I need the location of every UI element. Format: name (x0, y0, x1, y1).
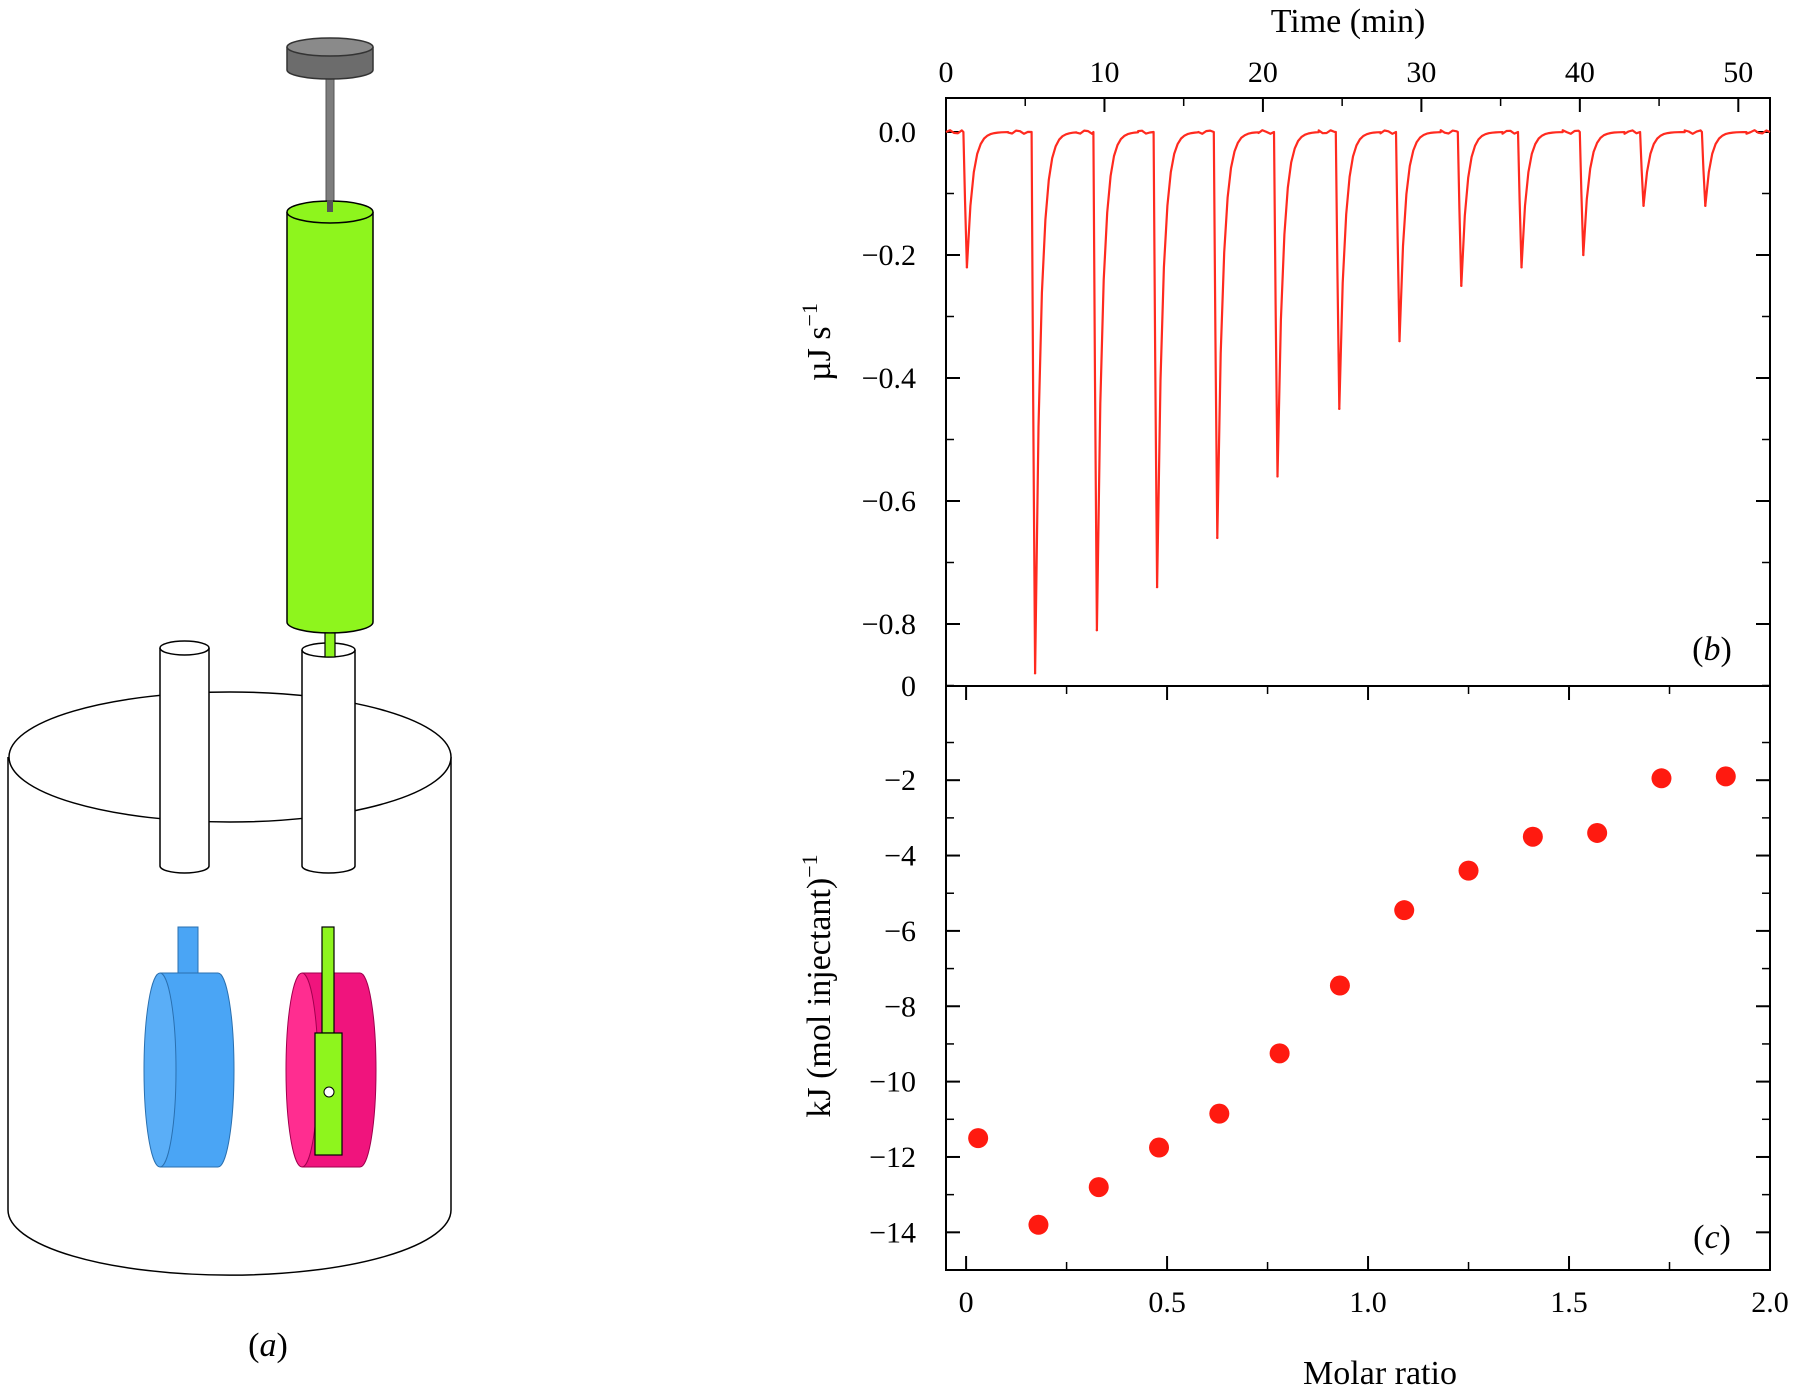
chart-c-ytick-label: −2 (884, 764, 916, 797)
chart-c-data-point (1149, 1137, 1170, 1158)
chart-c-data-point (1587, 822, 1608, 843)
plunger (286, 37, 374, 213)
chart-c-ytick-label: −10 (869, 1066, 916, 1099)
chart-c-xtick-label: 1.0 (1349, 1286, 1387, 1319)
panel-label-a: (a) (248, 1327, 288, 1364)
chart-b-ylabel: µJ s−1 (797, 303, 838, 381)
chart-c-frame (945, 685, 1771, 1271)
chart-b-series-trace (945, 129, 1771, 675)
chart-c-ytick-label: −8 (884, 990, 916, 1023)
chart-b-injection-peak (1095, 628, 1099, 632)
chart-b-ytick-label: −0.6 (862, 485, 916, 518)
apparatus-diagram: (a) (7, 37, 452, 1364)
chart-c-data-point (968, 1128, 989, 1149)
injection-syringe (286, 200, 374, 658)
chart-b-xtick-label: 0 (939, 56, 954, 89)
chart-c-xtick-label: 0.5 (1148, 1286, 1186, 1319)
panel-label-c: (c) (1693, 1219, 1731, 1256)
chart-b-injection-peak (965, 266, 969, 269)
sample-cell (285, 926, 377, 1168)
plunger-cap (286, 37, 374, 57)
chart-b-injection-peak (1704, 204, 1707, 207)
chart-c-data-point (1088, 1177, 1109, 1198)
chart-c-data-point (1715, 766, 1736, 787)
sample-port (301, 642, 356, 874)
chart-c-xtick-label: 1.5 (1550, 1286, 1588, 1319)
chart-b-ytick-bottom-label: 0 (901, 670, 916, 703)
chart-b-injection-peak (1460, 284, 1463, 287)
chart-c-ytick-label: −4 (884, 840, 916, 873)
chart-b-thermogram: Time (min) 0 10 20 30 40 50 0.0 −0.2 −0.4 −0.6 −0… (797, 3, 1771, 703)
chart-b-injection-peak (1398, 339, 1401, 343)
chart-b-ytick-label: −0.2 (862, 239, 916, 272)
chart-c-data-point (1269, 1043, 1290, 1064)
chart-b-injection-peak (1276, 475, 1279, 478)
chart-b-xtick-label: 30 (1406, 56, 1436, 89)
panel-label-b: (b) (1692, 631, 1732, 668)
chart-b-xtick-label: 20 (1248, 56, 1278, 89)
chart-b-xtick-label: 50 (1723, 56, 1753, 89)
chart-c-xlabel: Molar ratio (1303, 1355, 1457, 1389)
chart-c-ytick-label: −12 (869, 1141, 916, 1174)
chart-c-xtick-label: 2.0 (1751, 1286, 1789, 1319)
chart-b-injection-peak (1155, 585, 1159, 589)
chart-c-isotherm: 0 0.5 1.0 1.5 2.0 −2 −4 −6 −8 −10 −12 −14 Molar ra… (797, 685, 1789, 1389)
chart-c-data-point (1329, 975, 1350, 996)
chart-c-data-point (1209, 1103, 1230, 1124)
chart-b-xlabel: Time (min) (1271, 3, 1426, 40)
chart-b-ytick-label: −0.8 (862, 608, 916, 641)
chart-c-data-point (1028, 1214, 1049, 1235)
chart-c-data-point (1394, 900, 1415, 921)
reference-cell (143, 926, 235, 1168)
chart-b-ytick-label: −0.4 (862, 362, 916, 395)
syringe-needle (324, 632, 336, 658)
chart-c-ylabel: kJ (mol injectant)−1 (797, 854, 838, 1117)
chart-c-ytick-label: −14 (869, 1216, 916, 1249)
chart-b-injection-peak (1216, 536, 1219, 540)
reference-port (159, 640, 210, 874)
chart-c-data-point (1458, 860, 1479, 881)
chart-b-ytick-label: 0.0 (879, 116, 917, 149)
chart-c-xtick-label: 0 (959, 1286, 974, 1319)
chart-c-data-point (1522, 826, 1543, 847)
chart-b-injection-peak (1520, 266, 1523, 269)
chart-b-injection-peak (1642, 204, 1645, 207)
chart-c-ytick-label: −6 (884, 915, 916, 948)
chart-b-injection-peak (1033, 672, 1037, 675)
chart-b-injection-peak (1338, 407, 1341, 410)
chart-c-data-point (1651, 768, 1672, 789)
chart-b-injection-peak (1582, 253, 1585, 257)
chart-b-xtick-label: 10 (1089, 56, 1119, 89)
chart-b-xtick-label: 40 (1565, 56, 1595, 89)
